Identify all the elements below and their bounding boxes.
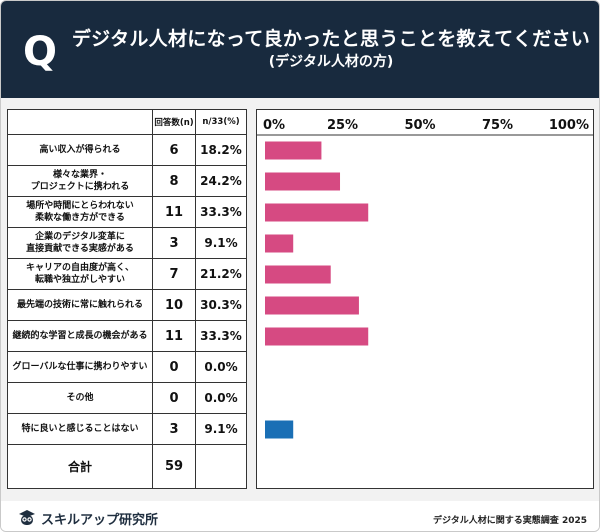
table-row: キャリアの自由度が高く、 転職や独立がしやすい 7 21.2% <box>8 259 246 290</box>
bar <box>265 327 369 346</box>
bar <box>265 234 294 253</box>
page-subtitle: (デジタル人材の方) <box>268 54 394 70</box>
bar <box>265 172 341 191</box>
source-note: デジタル人材に関する実態調査 2025 <box>432 516 587 526</box>
x-tick-label: 75% <box>482 118 513 133</box>
row-count: 3 <box>169 235 179 251</box>
row-label: 特に良いと感じることはない <box>21 424 139 434</box>
row-label: 最先端の技術に常に触れられる <box>16 300 143 310</box>
header-banner <box>1 1 599 98</box>
table-row: 場所や時間にとらわれない 柔軟な働き方ができる 11 33.3% <box>8 197 246 228</box>
row-count: 0 <box>169 359 179 375</box>
bar <box>265 203 369 222</box>
row-count: 8 <box>169 173 179 189</box>
row-label: グローバルな仕事に携わりやすい <box>12 362 148 372</box>
row-label: キャリアの自由度が高く、 転職や独立がしやすい <box>25 263 134 285</box>
footer <box>1 501 599 531</box>
row-count: 11 <box>164 204 184 220</box>
row-percent: 18.2% <box>200 143 242 157</box>
row-label: 場所や時間にとらわれない 柔軟な働き方ができる <box>26 201 134 223</box>
data-table: 回答数(n) n/33(%) 高い収入が得られる 6 18.2% 様々な業界・ … <box>7 109 247 489</box>
row-label: 様々な業界・ プロジェクトに携われる <box>30 170 130 192</box>
table-row: 最先端の技術に常に触れられる 10 30.3% <box>8 290 246 321</box>
table-row: グローバルな仕事に携わりやすい 0 0.0% <box>8 352 246 383</box>
row-percent: 30.3% <box>200 298 242 312</box>
row-label: 高い収入が得られる <box>39 145 121 155</box>
table-row: 特に良いと感じることはない 3 9.1% <box>8 414 246 445</box>
table-row: 様々な業界・ プロジェクトに携われる 8 24.2% <box>8 166 246 197</box>
row-percent: 9.1% <box>204 422 238 436</box>
bar <box>265 265 331 284</box>
x-tick-label: 0% <box>263 118 285 133</box>
row-label: 継続的な学習と成長の機会がある <box>12 331 148 341</box>
row-count: 0 <box>169 390 179 406</box>
table-header-row: 回答数(n) n/33(%) <box>8 110 246 135</box>
bar <box>265 141 322 160</box>
bar <box>265 420 294 439</box>
table-row: 高い収入が得られる 6 18.2% <box>8 135 246 166</box>
table-divider <box>195 110 196 488</box>
table-total-row: 合計 59 <box>8 445 246 488</box>
table-divider <box>152 110 153 488</box>
bar <box>265 296 359 315</box>
x-tick-label: 25% <box>327 118 358 133</box>
row-count: 3 <box>169 421 179 437</box>
row-percent: 0.0% <box>204 391 238 405</box>
row-percent: 9.1% <box>204 236 238 250</box>
row-count: 10 <box>164 297 184 313</box>
page-title: デジタル人材になって良かったと思うことを教えてください <box>71 28 591 50</box>
header-count: 回答数(n) <box>154 118 194 128</box>
row-percent: 33.3% <box>200 205 242 219</box>
x-tick-label: 50% <box>404 118 435 133</box>
row-label: 企業のデジタル変革に 直接貢献できる実感がある <box>26 232 134 254</box>
total-percent-cell <box>196 445 246 488</box>
bar-chart: 0% 25% 50% 75% 100% <box>257 118 593 439</box>
row-count: 11 <box>164 328 184 344</box>
row-percent: 0.0% <box>204 360 238 374</box>
header-percent: n/33(%) <box>202 117 240 127</box>
row-percent: 33.3% <box>200 329 242 343</box>
row-percent: 21.2% <box>200 267 242 281</box>
q-letter: Q <box>23 29 57 75</box>
total-count: 59 <box>164 459 184 474</box>
table-row: その他 0 0.0% <box>8 383 246 414</box>
row-count: 7 <box>169 266 179 282</box>
header-label-cell <box>8 110 152 134</box>
total-label: 合計 <box>67 459 92 474</box>
q-icon: Q <box>23 29 57 75</box>
table-row: 継続的な学習と成長の機会がある 11 33.3% <box>8 321 246 352</box>
row-label: その他 <box>66 393 94 403</box>
brand-name: スキルアップ研究所 <box>41 513 159 528</box>
chart-panel: 0% 25% 50% 75% 100% <box>256 109 594 489</box>
table-row: 企業のデジタル変革に 直接貢献できる実感がある 3 9.1% <box>8 228 246 259</box>
owl-logo-icon <box>19 510 35 525</box>
row-percent: 24.2% <box>200 174 242 188</box>
x-tick-label: 100% <box>549 118 589 133</box>
row-count: 6 <box>169 142 179 158</box>
